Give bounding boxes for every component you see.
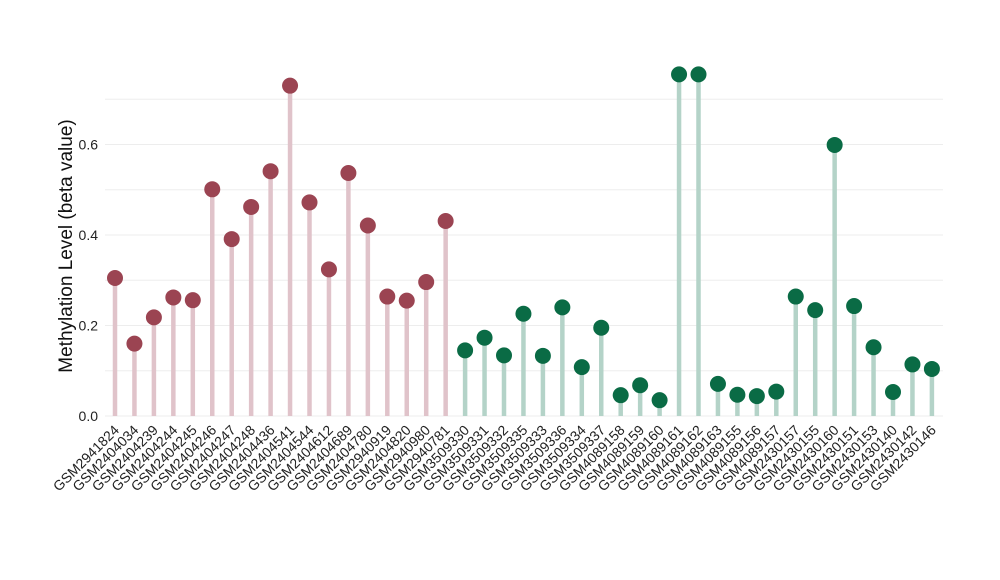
lollipop-dot [282,77,299,94]
lollipop-dot [690,66,707,83]
lollipop-dot [573,359,590,376]
lollipop-dot [476,329,493,346]
lollipop-dot [359,217,376,234]
lollipop-dot [748,388,765,405]
y-axis-title: Methylation Level (beta value) [56,119,77,372]
lollipop-dot [787,288,804,305]
lollipop-dot [243,198,260,215]
lollipop-dot [709,375,726,392]
lollipop-dot [184,292,201,309]
lollipop-dot [632,377,649,394]
lollipop-dot [904,356,921,373]
lollipop-dot [165,289,182,306]
lollipop-dot [515,305,532,322]
x-axis-ticks: GSM2941824GSM2404034GSM2404239GSM2404244… [50,422,939,495]
lollipop-dot [885,384,901,401]
lollipop-dot [826,136,843,153]
y-tick-label: 0.6 [79,137,99,153]
lollipop-dot [846,298,863,315]
lollipop-dot [612,387,629,404]
lollipop-dot [865,339,882,356]
lollipop-dot [437,212,454,229]
lollipop-dot [729,386,746,403]
lollipop-dot [398,292,415,309]
lollipop-dot [418,274,435,291]
y-axis-ticks: 0.0 0.2 0.4 0.6 [79,137,99,425]
y-tick-label: 0.4 [79,227,99,243]
lollipop-dot [807,302,824,319]
lollipop-dot [671,66,688,83]
lollipop-dot [651,392,668,409]
lollipop-dot [593,319,610,336]
lollipop-dot [768,383,785,400]
lollipop-dot [554,299,571,316]
lollipop-dot [457,342,474,359]
lollipop-dot [379,288,396,305]
dot-layer [107,66,940,409]
lollipop-dot [262,163,279,180]
lollipop-dot [223,231,240,248]
lollipop-dot [204,181,221,198]
lollipop-dot [320,261,337,278]
y-tick-label: 0.0 [79,408,99,424]
lollipop-dot [496,347,512,364]
lollipop-dot [126,335,143,352]
lollipop-dot [107,269,123,286]
stem-layer [112,74,935,416]
lollipop-dot [145,309,162,326]
lollipop-dot [301,194,318,211]
lollipop-dot [340,165,357,182]
y-tick-label: 0.2 [79,318,99,334]
lollipop-dot [534,347,551,364]
lollipop-dot [923,360,940,377]
